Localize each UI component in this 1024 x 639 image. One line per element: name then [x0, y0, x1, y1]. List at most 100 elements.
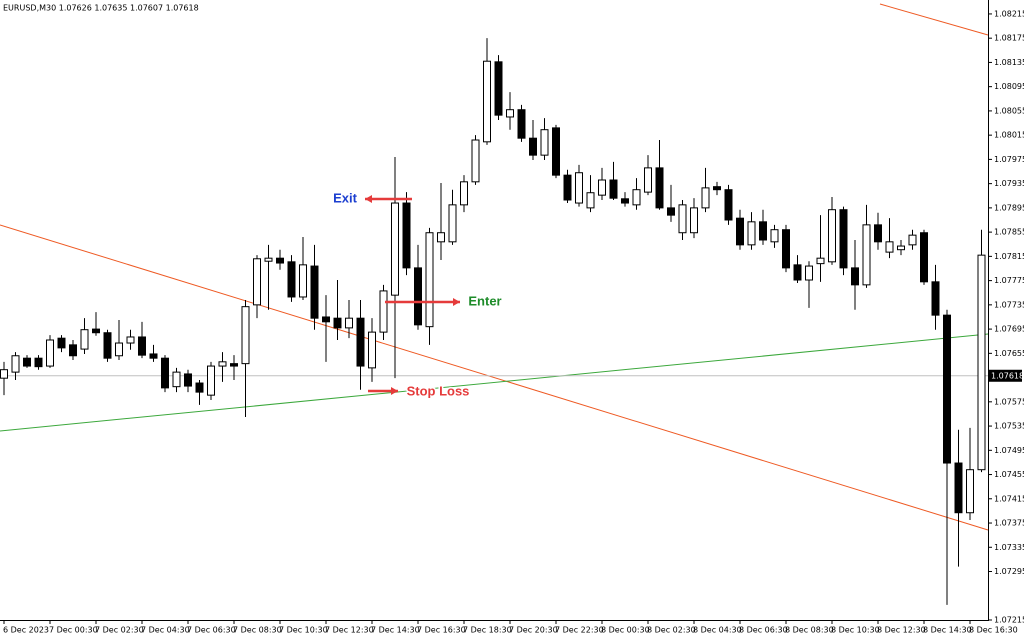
- candle-body: [724, 189, 733, 221]
- candle-body: [632, 189, 641, 206]
- candle-body: [230, 363, 238, 367]
- last-price-label: 1.07618: [991, 371, 1024, 380]
- candle-body: [828, 209, 836, 263]
- candle-body: [483, 60, 491, 143]
- candle-body: [759, 221, 767, 241]
- candle-body: [425, 232, 434, 328]
- candle-body: [402, 202, 411, 269]
- candle-body: [655, 167, 664, 209]
- x-tick-label: 7 Dec 20:30: [509, 626, 558, 635]
- x-tick-label: 7 Dec 02:30: [95, 626, 144, 635]
- x-tick-label: 7 Dec 16:30: [417, 626, 466, 635]
- y-tick-label: 1.07295: [994, 567, 1024, 576]
- candle-body: [667, 207, 675, 216]
- candle-body: [897, 245, 905, 251]
- candle-body: [471, 139, 480, 183]
- x-tick-label: 8 Dec 02:30: [647, 626, 696, 635]
- candle-body: [966, 469, 974, 514]
- candle-body: [391, 202, 399, 296]
- candle-body: [241, 306, 250, 365]
- candle-body: [793, 264, 802, 281]
- x-tick-label: 8 Dec 14:30: [923, 626, 972, 635]
- x-tick-label: 8 Dec 10:30: [831, 626, 880, 635]
- candle-body: [851, 267, 859, 286]
- arrow-head: [453, 298, 460, 306]
- y-tick-label: 1.08135: [994, 58, 1024, 67]
- y-tick-label: 1.07495: [994, 446, 1024, 455]
- y-tick-label: 1.07935: [994, 179, 1024, 188]
- candle-body: [678, 204, 687, 234]
- last-price-box: [989, 369, 1022, 382]
- candle-body: [517, 109, 526, 139]
- candle-body: [57, 337, 66, 349]
- candle-body: [575, 172, 583, 204]
- candle-body: [379, 290, 388, 333]
- candle-body: [207, 365, 215, 396]
- candle-body: [920, 232, 928, 283]
- candle-body: [598, 179, 606, 196]
- y-tick-label: 1.08055: [994, 106, 1024, 115]
- arrow-head: [365, 195, 372, 203]
- candle-body: [218, 361, 227, 367]
- x-tick-label: 7 Dec 14:30: [371, 626, 420, 635]
- candle-body: [437, 232, 445, 243]
- candle-body: [747, 221, 756, 246]
- candle-body: [885, 241, 894, 253]
- candle-body: [253, 258, 261, 306]
- y-tick-label: 1.07655: [994, 349, 1024, 358]
- candle-body: [46, 339, 54, 367]
- trendline: [0, 333, 989, 432]
- candle-body: [103, 332, 112, 359]
- annotation: Enter: [468, 293, 501, 308]
- candle-body: [310, 265, 319, 319]
- trendline: [0, 224, 989, 531]
- annotation: Stop Loss: [407, 383, 470, 398]
- candle-body: [839, 209, 848, 269]
- candle-body: [356, 317, 365, 367]
- y-tick-label: 1.07415: [994, 494, 1024, 503]
- x-tick-label: 7 Dec 04:30: [141, 626, 190, 635]
- candle-body: [736, 217, 744, 246]
- candle-body: [322, 316, 330, 323]
- y-tick-label: 1.08095: [994, 82, 1024, 91]
- candle-body: [690, 207, 698, 234]
- x-tick-label: 8 Dec 08:30: [785, 626, 834, 635]
- arrow-head: [391, 387, 398, 395]
- y-tick-label: 1.07855: [994, 228, 1024, 237]
- candle-body: [115, 342, 123, 357]
- x-tick-label: 7 Dec 18:30: [463, 626, 512, 635]
- candle-body: [494, 61, 503, 116]
- candle-body: [299, 264, 307, 298]
- candle-body: [172, 371, 181, 388]
- candle-body: [621, 198, 629, 204]
- candle-body: [943, 314, 951, 464]
- candle-body: [805, 265, 813, 281]
- candle-body: [954, 462, 963, 514]
- candle-body: [701, 187, 710, 209]
- x-tick-label: 7 Dec 10:30: [279, 626, 328, 635]
- candle-body: [540, 129, 549, 156]
- y-tick-label: 1.07735: [994, 300, 1024, 309]
- candle-body: [874, 224, 882, 243]
- y-tick-label: 1.07575: [994, 397, 1024, 406]
- candle-body: [149, 353, 158, 359]
- y-tick-label: 1.07895: [994, 203, 1024, 212]
- y-tick-label: 1.07455: [994, 470, 1024, 479]
- candle-body: [713, 186, 721, 191]
- y-tick-label: 1.07695: [994, 325, 1024, 334]
- candle-body: [138, 336, 146, 356]
- candle-body: [0, 369, 8, 379]
- candle-body: [770, 229, 779, 243]
- candle-body: [586, 192, 595, 209]
- candle-body: [161, 357, 169, 389]
- candle-body: [908, 234, 917, 246]
- candle-body: [345, 317, 353, 329]
- trendline: [879, 3, 989, 36]
- x-tick-label: 7 Dec 06:30: [187, 626, 236, 635]
- y-tick-label: 1.08215: [994, 9, 1024, 18]
- x-tick-label: 7 Dec 12:30: [325, 626, 374, 635]
- y-tick-label: 1.07775: [994, 276, 1024, 285]
- candle-body: [287, 261, 296, 298]
